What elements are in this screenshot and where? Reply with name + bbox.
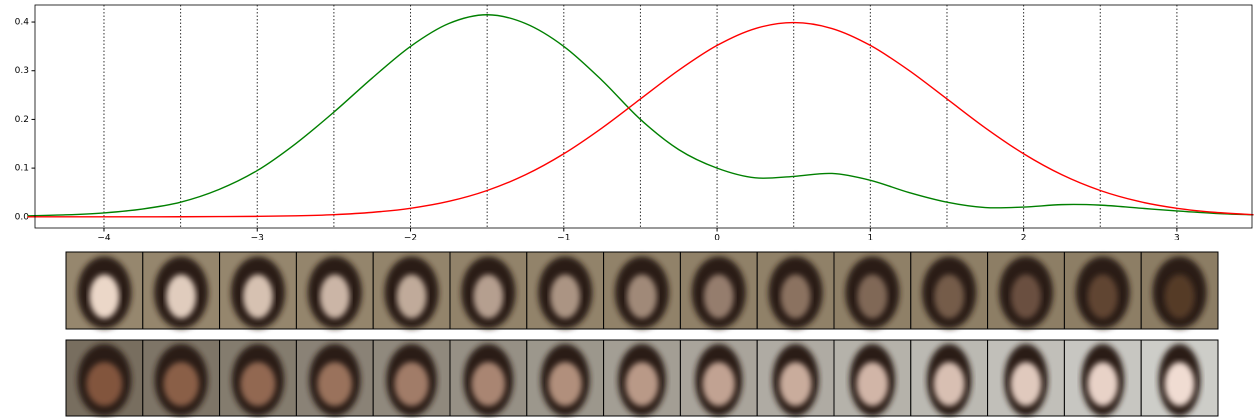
face-image [911, 340, 988, 416]
face-image [220, 252, 297, 329]
face-strips [0, 240, 1254, 418]
face [934, 275, 964, 319]
face-image [296, 252, 373, 329]
face [397, 275, 427, 319]
face-image [911, 252, 988, 329]
face [704, 275, 734, 319]
face [473, 275, 503, 319]
face-image [834, 340, 911, 416]
face [317, 362, 352, 406]
face [1011, 362, 1042, 406]
face [781, 275, 811, 319]
face [394, 362, 428, 406]
page: {"chart_data": {"type": "line", "x": [-4… [0, 0, 1254, 418]
face [626, 362, 659, 406]
face-image [527, 340, 604, 416]
face [320, 275, 350, 319]
y-tick-label: 0.3 [15, 66, 29, 76]
face-image [988, 340, 1065, 416]
face-image [757, 252, 834, 329]
face [857, 362, 889, 406]
face [703, 362, 736, 406]
face-image [1141, 340, 1218, 416]
face [86, 362, 122, 406]
face-image [527, 252, 604, 329]
face [857, 275, 887, 319]
face-image [1064, 252, 1141, 329]
face-image [66, 252, 143, 329]
face-image [604, 340, 681, 416]
face-image [1064, 340, 1141, 416]
face-image [296, 340, 373, 416]
face [240, 362, 275, 406]
face [1011, 275, 1041, 319]
face-image [757, 340, 834, 416]
face [89, 275, 119, 319]
face [780, 362, 812, 406]
y-tick-label: 0.2 [15, 115, 29, 125]
plot-frame [35, 5, 1252, 228]
face [1165, 362, 1195, 406]
face [550, 275, 580, 319]
face-image [680, 252, 757, 329]
face-image [66, 340, 143, 416]
face [1088, 362, 1118, 406]
y-tick-label: 0.1 [15, 164, 29, 174]
face-image [373, 340, 450, 416]
face-image [834, 252, 911, 329]
face-image [143, 252, 220, 329]
face-image [220, 340, 297, 416]
face [934, 362, 965, 406]
face-image [373, 252, 450, 329]
face-image [1141, 252, 1218, 329]
face [163, 362, 199, 406]
face-image [450, 340, 527, 416]
face-image [143, 340, 220, 416]
face-image [680, 340, 757, 416]
face [548, 362, 581, 406]
face [471, 362, 505, 406]
face [1165, 275, 1195, 319]
face-image [988, 252, 1065, 329]
face-image [450, 252, 527, 329]
face [1088, 275, 1118, 319]
face [243, 275, 273, 319]
face [166, 275, 196, 319]
face [627, 275, 657, 319]
y-tick-label: 0.0 [15, 212, 30, 222]
y-tick-label: 0.4 [15, 18, 30, 28]
face-image [604, 252, 681, 329]
